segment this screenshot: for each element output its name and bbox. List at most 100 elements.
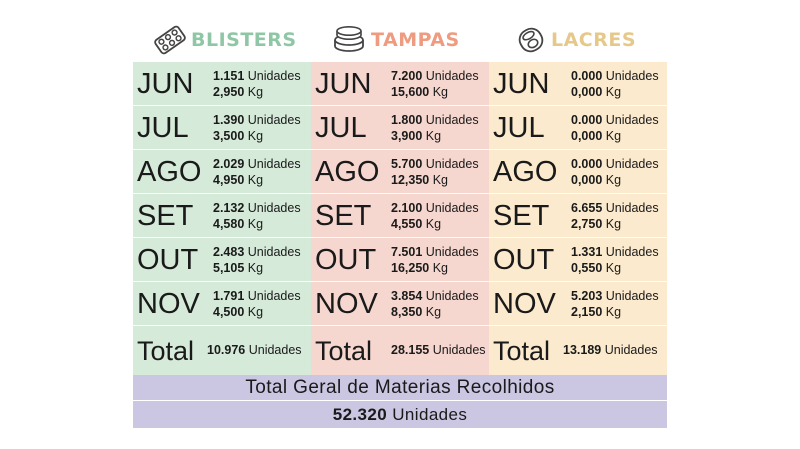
header-title-lacres: LACRES: [551, 29, 637, 51]
month-row: JUL 1.390 Unidades 3,500 Kg: [133, 106, 311, 150]
kg-word: Kg: [247, 217, 264, 231]
kg-word: Kg: [247, 305, 264, 319]
kg-word: Kg: [425, 305, 442, 319]
units-value: 2.483: [213, 245, 245, 259]
month-label: AGO: [137, 156, 202, 188]
units-word: Unidades: [247, 157, 301, 171]
month-row: OUT 1.331 Unidades 0,550 Kg: [489, 238, 667, 282]
total-values: 28.155 Unidades: [391, 342, 486, 358]
month-label: JUN: [493, 68, 550, 100]
kg-value: 15,600: [391, 85, 430, 99]
blisters-column: JUN 1.151 Unidades 2,950 Kg JUL 1.390 Un…: [133, 62, 311, 375]
month-row: NOV 1.791 Unidades 4,500 Kg: [133, 282, 311, 326]
kg-word: Kg: [605, 305, 622, 319]
month-values: 1.800 Unidades 3,900 Kg: [391, 112, 479, 144]
kg-value: 3,500: [213, 129, 245, 143]
units-word: Unidades: [425, 289, 479, 303]
month-row: JUN 7.200 Unidades 15,600 Kg: [311, 62, 489, 106]
kg-value: 4,500: [213, 305, 245, 319]
units-value: 5.203: [571, 289, 603, 303]
units-word: Unidades: [605, 289, 659, 303]
month-label: JUL: [137, 112, 189, 144]
kg-word: Kg: [247, 261, 264, 275]
month-values: 7.501 Unidades 16,250 Kg: [391, 244, 479, 276]
kg-value: 0,000: [571, 85, 603, 99]
month-label: JUN: [315, 68, 372, 100]
header-title-tampas: TAMPAS: [371, 29, 460, 51]
month-row: SET 2.100 Unidades 4,550 Kg: [311, 194, 489, 238]
month-row: AGO 5.700 Unidades 12,350 Kg: [311, 150, 489, 194]
units-value: 2.100: [391, 201, 423, 215]
total-label: Total: [493, 336, 551, 366]
units-value: 0.000: [571, 69, 603, 83]
kg-value: 12,350: [391, 173, 430, 187]
month-values: 1.390 Unidades 3,500 Kg: [213, 112, 301, 144]
kg-value: 0,000: [571, 129, 603, 143]
month-row: JUL 1.800 Unidades 3,900 Kg: [311, 106, 489, 150]
units-word: Unidades: [605, 157, 659, 171]
month-values: 2.132 Unidades 4,580 Kg: [213, 200, 301, 232]
month-values: 0.000 Unidades 0,000 Kg: [571, 156, 659, 188]
kg-word: Kg: [425, 217, 442, 231]
month-values: 1.151 Unidades 2,950 Kg: [213, 68, 301, 100]
units-value: 0.000: [571, 113, 603, 127]
header-lacres: LACRES: [515, 18, 636, 62]
month-row: AGO 2.029 Unidades 4,950 Kg: [133, 150, 311, 194]
total-label: Total: [137, 336, 195, 366]
month-label: OUT: [315, 244, 377, 276]
kg-word: Kg: [247, 173, 264, 187]
units-value: 3.854: [391, 289, 423, 303]
units-value: 1.331: [571, 245, 603, 259]
month-label: NOV: [493, 288, 556, 320]
kg-value: 8,350: [391, 305, 423, 319]
month-row: JUL 0.000 Unidades 0,000 Kg: [489, 106, 667, 150]
header-title-blisters: BLISTERS: [191, 29, 297, 51]
units-word: Unidades: [605, 69, 659, 83]
month-values: 7.200 Unidades 15,600 Kg: [391, 68, 479, 100]
month-values: 2.483 Unidades 5,105 Kg: [213, 244, 301, 276]
grand-total-units-word: Unidades: [392, 405, 468, 424]
month-label: JUN: [137, 68, 194, 100]
kg-word: Kg: [432, 173, 449, 187]
kg-word: Kg: [432, 85, 449, 99]
column-headers: BLISTERS TAMPAS: [133, 18, 667, 62]
kg-value: 4,950: [213, 173, 245, 187]
kg-value: 0,000: [571, 173, 603, 187]
month-label: NOV: [137, 288, 200, 320]
kg-value: 5,105: [213, 261, 245, 275]
tampas-column: JUN 7.200 Unidades 15,600 Kg JUL 1.800 U…: [311, 62, 489, 375]
month-label: SET: [137, 200, 194, 232]
units-word: Unidades: [605, 201, 659, 215]
kg-word: Kg: [605, 85, 622, 99]
month-label: SET: [315, 200, 372, 232]
month-row: AGO 0.000 Unidades 0,000 Kg: [489, 150, 667, 194]
month-row: OUT 7.501 Unidades 16,250 Kg: [311, 238, 489, 282]
kg-word: Kg: [605, 217, 622, 231]
grand-total-value: 52.320: [332, 405, 388, 424]
units-value: 1.800: [391, 113, 423, 127]
units-value: 0.000: [571, 157, 603, 171]
units-value: 5.700: [391, 157, 423, 171]
units-value: 1.151: [213, 69, 245, 83]
kg-value: 2,750: [571, 217, 603, 231]
header-blisters: BLISTERS: [153, 18, 297, 62]
total-units-value: 10.976: [207, 343, 246, 357]
total-row: Total 13.189 Unidades: [489, 326, 667, 375]
kg-value: 0,550: [571, 261, 603, 275]
kg-word: Kg: [605, 173, 622, 187]
total-row: Total 28.155 Unidades: [311, 326, 489, 375]
month-row: NOV 5.203 Unidades 2,150 Kg: [489, 282, 667, 326]
grand-total-title: Total Geral de Materias Recolhidos: [133, 375, 667, 401]
month-row: OUT 2.483 Unidades 5,105 Kg: [133, 238, 311, 282]
month-row: SET 2.132 Unidades 4,580 Kg: [133, 194, 311, 238]
units-word: Unidades: [425, 69, 479, 83]
month-row: SET 6.655 Unidades 2,750 Kg: [489, 194, 667, 238]
month-label: JUL: [315, 112, 367, 144]
units-word: Unidades: [604, 343, 658, 357]
month-row: JUN 1.151 Unidades 2,950 Kg: [133, 62, 311, 106]
month-values: 2.029 Unidades 4,950 Kg: [213, 156, 301, 188]
units-word: Unidades: [247, 201, 301, 215]
units-word: Unidades: [605, 113, 659, 127]
kg-word: Kg: [247, 129, 264, 143]
kg-word: Kg: [605, 129, 622, 143]
